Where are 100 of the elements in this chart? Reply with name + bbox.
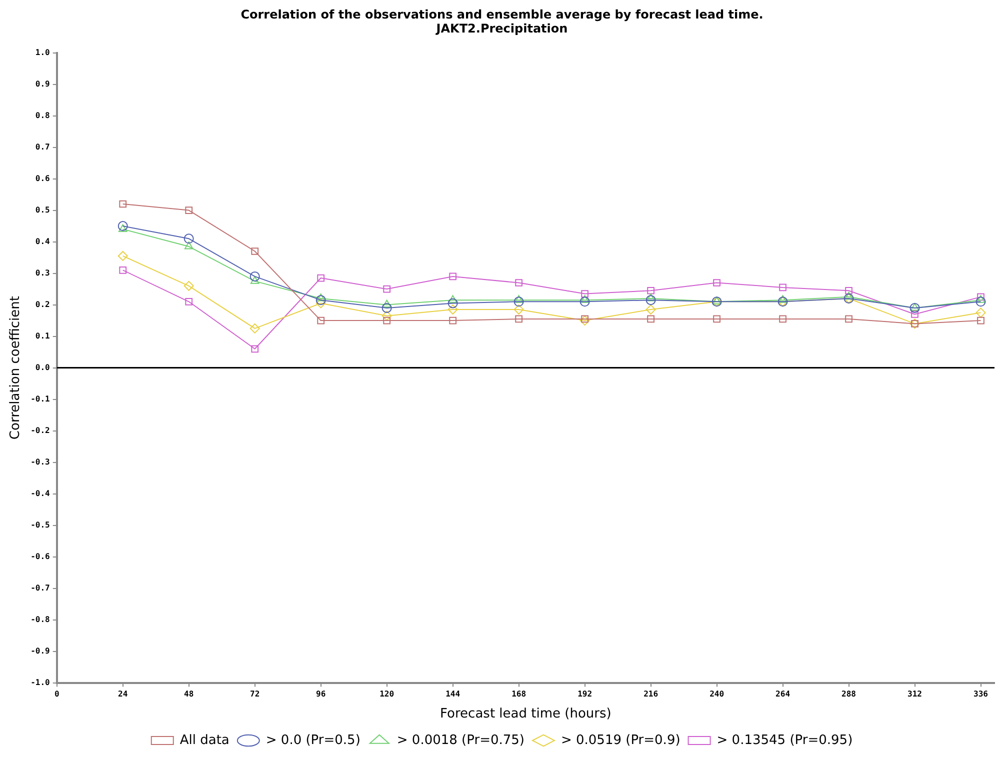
- point: [316, 294, 326, 302]
- point: [976, 296, 986, 307]
- point: [250, 323, 260, 334]
- y-tick-label: 0.2: [35, 300, 50, 309]
- x-tick-label: 336: [974, 690, 988, 699]
- point: [316, 298, 326, 308]
- point: [449, 272, 456, 280]
- y-tick-label: -0.4: [30, 488, 50, 498]
- legend-label: > 0.0519 (Pr=0.9): [560, 732, 680, 748]
- point: [514, 295, 524, 303]
- y-tick-label: 0.4: [35, 236, 50, 246]
- point: [316, 295, 326, 306]
- x-tick-label: 192: [578, 690, 592, 699]
- y-tick-label: -0.8: [30, 614, 50, 624]
- point: [118, 224, 128, 232]
- point: [383, 316, 391, 324]
- point: [184, 242, 194, 250]
- point: [580, 316, 590, 326]
- point: [448, 295, 458, 303]
- point: [449, 316, 456, 324]
- x-tick-label: 216: [644, 690, 658, 699]
- point: [184, 234, 194, 244]
- point: [712, 296, 722, 304]
- point: [845, 286, 852, 294]
- y-tick-label: 0.6: [35, 174, 50, 183]
- y-tick-label: 0.8: [35, 110, 50, 120]
- x-tick-label: 288: [842, 690, 856, 699]
- point: [383, 285, 391, 293]
- point: [382, 310, 392, 321]
- legend-label: All data: [180, 732, 230, 748]
- x-tick-label: 144: [446, 690, 460, 699]
- y-tick-label: -0.2: [30, 426, 50, 435]
- point: [250, 276, 260, 284]
- point: [184, 280, 194, 291]
- legend-label: > 0.0018 (Pr=0.75): [396, 732, 524, 748]
- x-axis-title: Forecast lead time (hours): [440, 706, 612, 722]
- point: [844, 292, 854, 300]
- y-tick-label: 0.9: [35, 79, 50, 88]
- point: [976, 308, 986, 318]
- point: [118, 250, 128, 261]
- y-tick-label: -0.3: [30, 457, 50, 466]
- chart-subtitle: JAKT2.Precipitation: [435, 22, 568, 36]
- point: [185, 298, 193, 306]
- point: [581, 315, 588, 323]
- point: [647, 286, 654, 294]
- point: [580, 295, 590, 303]
- point: [119, 266, 127, 274]
- point: [251, 248, 259, 255]
- point: [646, 304, 656, 315]
- point: [845, 315, 852, 323]
- point: [713, 315, 720, 323]
- point: [911, 310, 918, 318]
- x-tick-label: 96: [316, 690, 326, 699]
- y-tick-label: 0.3: [35, 268, 50, 278]
- point: [515, 315, 522, 323]
- point: [778, 295, 788, 303]
- y-axis-title: Correlation coefficient: [8, 296, 24, 440]
- point: [317, 274, 325, 282]
- x-tick-label: 168: [512, 690, 526, 699]
- point: [118, 221, 128, 232]
- x-tick-label: 264: [776, 690, 790, 699]
- y-tick-label: 1.0: [35, 48, 50, 57]
- point: [448, 304, 458, 315]
- point: [185, 206, 193, 214]
- x-tick-label: 120: [380, 690, 394, 699]
- point: [514, 304, 524, 315]
- point: [779, 315, 786, 323]
- point: [514, 296, 524, 307]
- legend-label: > 0.13545 (Pr=0.95): [716, 732, 853, 748]
- y-tick-label: -0.9: [30, 646, 50, 656]
- y-tick-label: -0.1: [30, 394, 50, 404]
- point: [779, 284, 786, 292]
- point: [251, 345, 259, 353]
- y-tick-label: -0.5: [30, 520, 50, 530]
- y-tick-label: -0.7: [30, 583, 50, 592]
- point: [977, 316, 984, 324]
- x-tick-label: 0: [54, 690, 60, 699]
- point: [647, 315, 654, 323]
- x-tick-label: 24: [118, 690, 128, 699]
- x-tick-label: 312: [908, 690, 922, 699]
- legend-label: > 0.0 (Pr=0.5): [266, 732, 360, 748]
- chart-title: Correlation of the observations and ensemble average by forecast lead time.: [240, 7, 764, 22]
- point: [382, 300, 392, 308]
- point: [382, 302, 392, 313]
- point: [646, 295, 656, 306]
- point: [448, 298, 458, 308]
- point: [580, 296, 590, 307]
- point: [250, 271, 260, 282]
- point: [581, 290, 588, 298]
- y-tick-label: 0.5: [35, 205, 50, 214]
- x-tick-label: 240: [710, 690, 724, 699]
- point: [713, 279, 720, 286]
- y-tick-label: 0.1: [35, 331, 50, 340]
- y-tick-label: -0.6: [30, 552, 50, 561]
- point: [119, 200, 127, 208]
- y-tick-label: -1.0: [30, 678, 50, 687]
- x-tick-label: 48: [184, 690, 194, 699]
- point: [317, 316, 325, 324]
- y-tick-label: 0.7: [35, 142, 50, 152]
- point: [515, 279, 522, 286]
